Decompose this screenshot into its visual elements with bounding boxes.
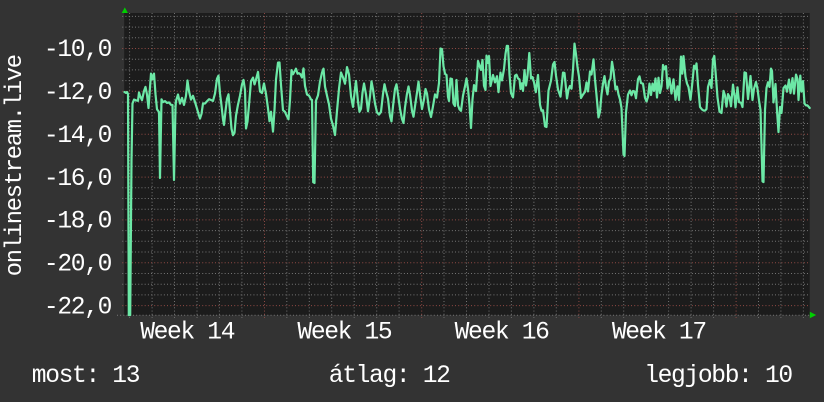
- svg-text:-12,0: -12,0: [44, 80, 112, 107]
- svg-text:Week 17: Week 17: [612, 320, 706, 347]
- svg-text:legjobb: 10: legjobb: 10: [644, 363, 792, 390]
- svg-text:onlinestream.live: onlinestream.live: [2, 55, 29, 276]
- svg-text:-18,0: -18,0: [44, 209, 112, 236]
- svg-text:most: 13: most: 13: [32, 363, 140, 390]
- svg-text:-22,0: -22,0: [44, 294, 112, 321]
- svg-text:-10,0: -10,0: [44, 37, 112, 64]
- svg-text:Week 15: Week 15: [297, 320, 392, 347]
- svg-text:Week 16: Week 16: [455, 320, 550, 347]
- svg-text:Week 14: Week 14: [140, 320, 235, 347]
- svg-text:-20,0: -20,0: [44, 251, 112, 278]
- svg-text:-14,0: -14,0: [44, 123, 112, 150]
- svg-text:-16,0: -16,0: [44, 166, 112, 193]
- svg-text:átlag: 12: átlag: 12: [329, 363, 450, 390]
